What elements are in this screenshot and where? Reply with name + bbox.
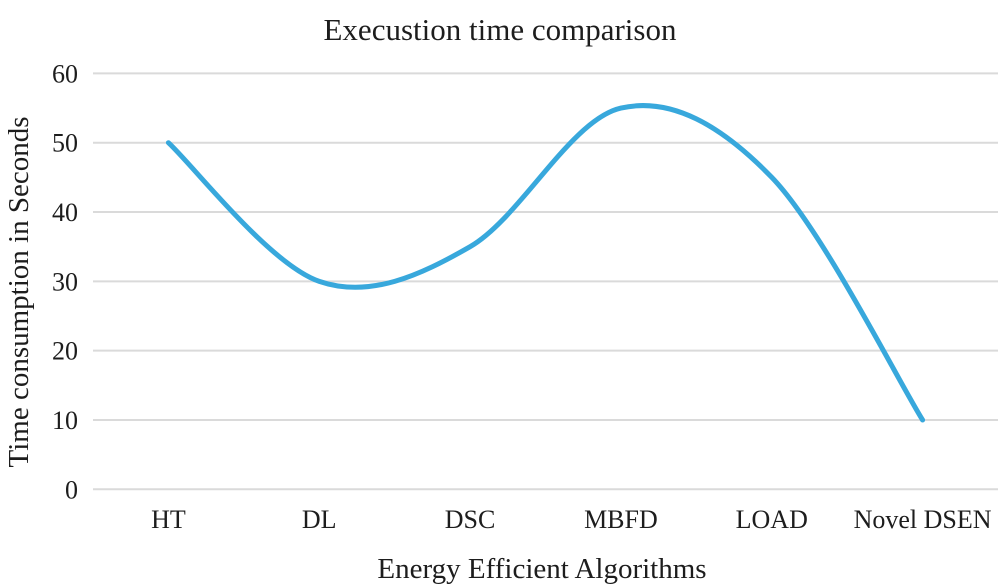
x-category-label: HT (151, 505, 186, 534)
y-tick-label: 60 (52, 59, 78, 88)
y-tick-labels-group: 0 10 20 30 40 50 60 (52, 59, 78, 504)
y-axis-title: Time consumption in Seconds (3, 117, 35, 468)
y-tick-label: 40 (52, 198, 78, 227)
x-category-label: DSC (445, 505, 496, 534)
gridlines-group (93, 72, 998, 491)
y-tick-label: 0 (65, 475, 78, 504)
y-tick-label: 50 (52, 129, 78, 158)
data-series-group (165, 103, 926, 423)
execution-time-line (165, 103, 926, 423)
x-category-labels-group: HT DL DSC MBFD LOAD Novel DSEN (151, 505, 992, 534)
x-category-label: DL (302, 505, 337, 534)
y-tick-label: 10 (52, 406, 78, 435)
x-category-label: LOAD (736, 505, 808, 534)
y-tick-label: 20 (52, 337, 78, 366)
x-category-label: MBFD (584, 505, 658, 534)
y-tick-label: 30 (52, 267, 78, 296)
x-category-label: Novel DSEN (854, 505, 992, 534)
x-axis-title: Energy Efficient Algorithms (377, 553, 706, 585)
chart-title: Execustion time comparison (324, 12, 677, 47)
